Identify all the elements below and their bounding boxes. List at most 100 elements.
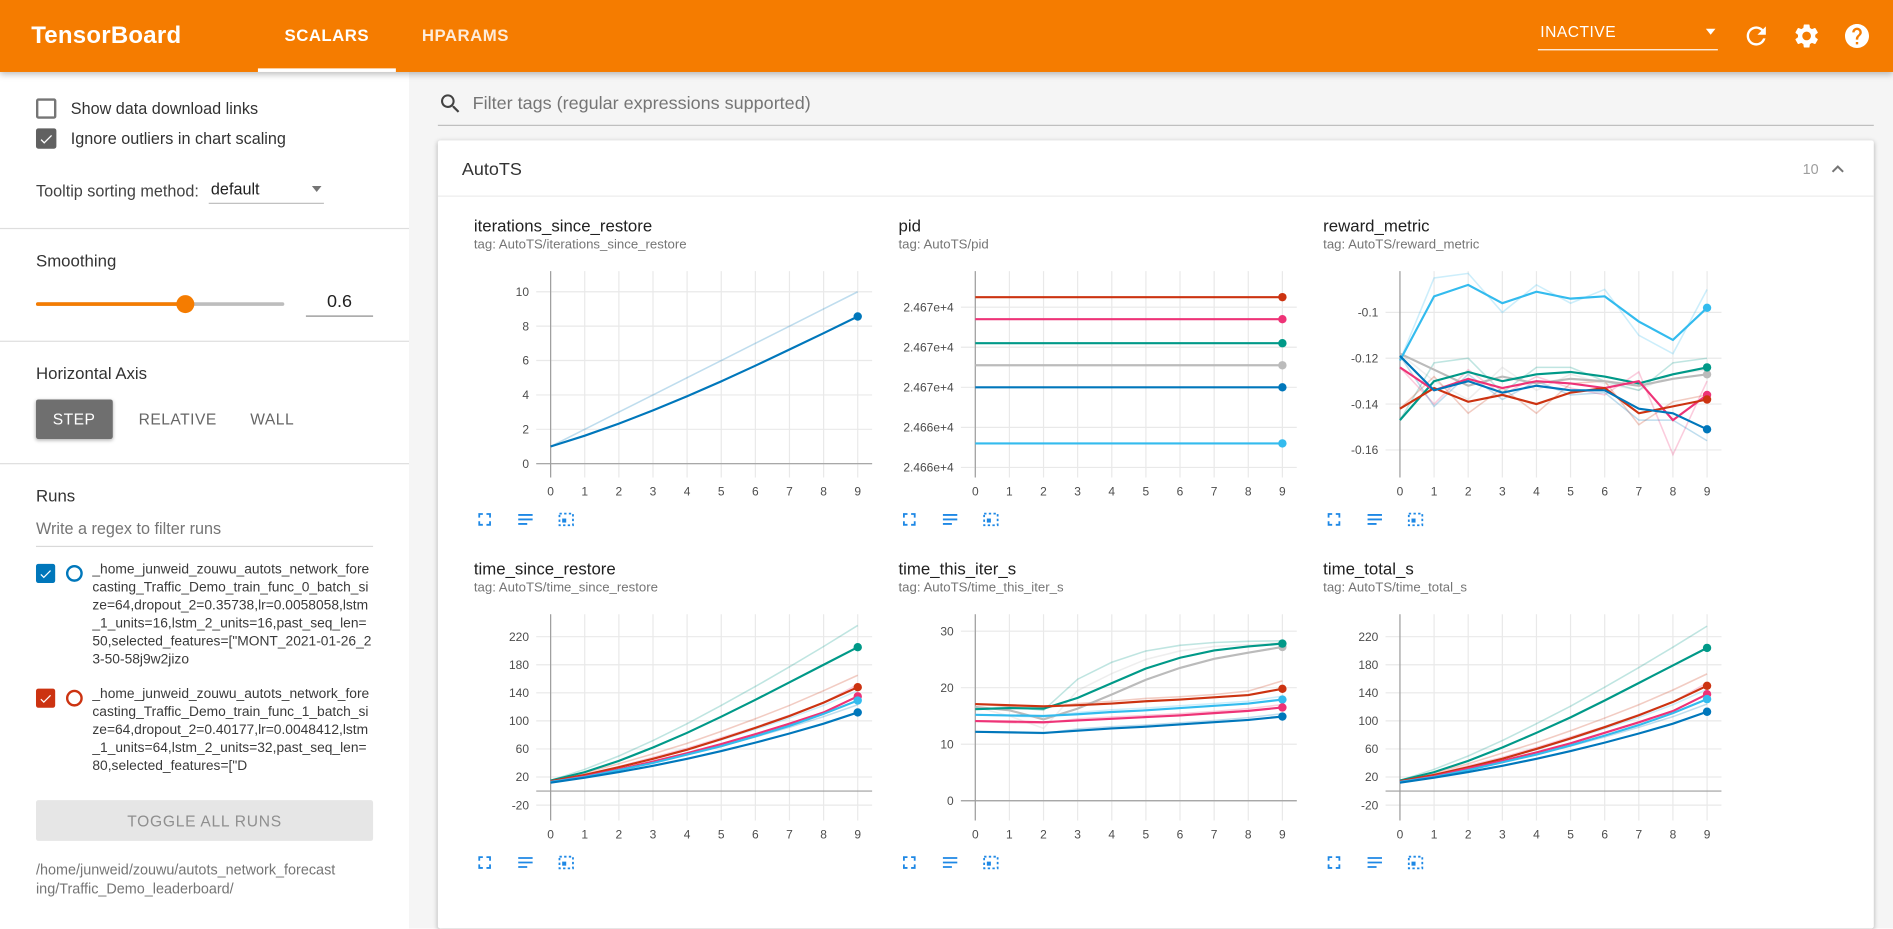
fullscreen-icon[interactable]	[474, 509, 496, 531]
runs-regex-input[interactable]	[35, 509, 374, 548]
chevron-up-icon[interactable]	[1826, 157, 1850, 181]
svg-text:0: 0	[947, 794, 954, 808]
data-table-icon[interactable]	[1364, 509, 1386, 531]
data-table-icon[interactable]	[515, 509, 537, 531]
svg-text:7: 7	[1635, 828, 1642, 842]
svg-text:0: 0	[972, 484, 979, 498]
tooltip-sort-dropdown[interactable]: default	[208, 178, 324, 204]
svg-text:7: 7	[786, 828, 793, 842]
toggle-all-runs-button[interactable]: TOGGLE ALL RUNS	[35, 800, 374, 841]
chart-plot[interactable]: 220 180 140 100 60 20 -20 0 1 2 3 4 5 6 7 8 9	[1323, 602, 1731, 849]
tab-bar: SCALARS HPARAMS	[258, 0, 535, 72]
help-icon[interactable]	[1843, 22, 1872, 51]
fit-domain-icon[interactable]	[555, 852, 577, 874]
fit-domain-icon[interactable]	[980, 852, 1002, 874]
svg-text:4: 4	[1108, 484, 1115, 498]
tag-filter-input[interactable]	[472, 93, 1874, 114]
data-table-icon[interactable]	[939, 509, 961, 531]
svg-text:-20: -20	[1361, 798, 1379, 812]
fullscreen-icon[interactable]	[1323, 852, 1345, 874]
run-isolate-radio[interactable]	[65, 565, 83, 582]
divider	[0, 227, 410, 230]
runs-logdir-path: /home/junweid/zouwu/autots_network_forec…	[35, 861, 336, 898]
axis-relative-button[interactable]: RELATIVE	[138, 410, 217, 429]
run-isolate-radio[interactable]	[65, 689, 83, 707]
svg-text:-20: -20	[512, 798, 530, 812]
fullscreen-icon[interactable]	[899, 509, 921, 531]
svg-text:0: 0	[972, 828, 979, 842]
ignore-outliers-row[interactable]: Ignore outliers in chart scaling	[35, 128, 373, 149]
run-item: _home_junweid_zouwu_autots_network_forec…	[35, 686, 373, 776]
chart-card: pid tag: AutoTS/pid 2.467e+4 2.467e+4 2.467e…	[899, 216, 1307, 530]
smoothing-label: Smoothing	[35, 250, 117, 270]
data-table-icon[interactable]	[939, 852, 961, 874]
chart-plot[interactable]: 2.467e+4 2.467e+4 2.467e+4 2.466e+4 2.466e+4…	[899, 259, 1307, 506]
svg-text:30: 30	[940, 624, 954, 638]
svg-text:8: 8	[1670, 828, 1677, 842]
fullscreen-icon[interactable]	[474, 852, 496, 874]
smoothing-slider-row: 0.6	[35, 292, 374, 317]
svg-text:8: 8	[1670, 484, 1677, 498]
svg-text:7: 7	[1211, 484, 1218, 498]
chart-plot[interactable]: 220 180 140 100 60 20 -20 0 1 2 3 4 5 6 7 8 9	[474, 602, 882, 849]
fit-domain-icon[interactable]	[1405, 852, 1427, 874]
svg-text:2.466e+4: 2.466e+4	[903, 461, 954, 475]
data-table-icon[interactable]	[515, 852, 537, 874]
smoothing-slider-thumb[interactable]	[176, 295, 195, 314]
fit-domain-icon[interactable]	[980, 509, 1002, 531]
svg-text:60: 60	[1365, 742, 1379, 756]
chart-card: time_this_iter_s tag: AutoTS/time_this_it…	[899, 559, 1307, 873]
chart-plot[interactable]: -0.1 -0.12 -0.14 -0.16 0 1 2 3 4 5 6 7 8 9	[1323, 259, 1731, 506]
svg-text:0: 0	[547, 828, 554, 842]
svg-text:6: 6	[1177, 828, 1184, 842]
fullscreen-icon[interactable]	[899, 852, 921, 874]
tooltip-sort-value: default	[210, 179, 260, 198]
chart-tag: tag: AutoTS/reward_metric	[1323, 237, 1480, 252]
svg-text:6: 6	[1601, 828, 1608, 842]
show-download-links-checkbox[interactable]	[35, 98, 57, 119]
smoothing-slider-fill	[35, 302, 185, 306]
reload-status-dropdown[interactable]: INACTIVE	[1537, 22, 1718, 50]
checkbox-label: Show data download links	[70, 99, 259, 118]
run-checkbox[interactable]	[35, 688, 56, 708]
svg-text:220: 220	[509, 630, 529, 644]
svg-text:9: 9	[1279, 828, 1286, 842]
settings-icon[interactable]	[1792, 22, 1821, 51]
tab-hparams[interactable]: HPARAMS	[421, 24, 509, 44]
refresh-icon[interactable]	[1742, 22, 1771, 51]
ignore-outliers-checkbox[interactable]	[35, 128, 57, 149]
axis-wall-button[interactable]: WALL	[250, 410, 295, 429]
svg-text:5: 5	[718, 484, 725, 498]
chart-title: time_since_restore	[473, 559, 616, 579]
fit-domain-icon[interactable]	[555, 509, 577, 531]
chevron-down-icon	[1705, 28, 1716, 35]
chart-toolbar	[474, 509, 882, 531]
reload-status-value: INACTIVE	[1540, 22, 1617, 41]
svg-text:10: 10	[940, 737, 954, 751]
fit-domain-icon[interactable]	[1405, 509, 1427, 531]
fullscreen-icon[interactable]	[1323, 509, 1345, 531]
settings-sidebar: Show data download links Ignore outliers…	[0, 71, 410, 929]
chart-plot[interactable]: 30 20 10 0 0 1 2 3 4 5 6 7 8 9	[899, 602, 1307, 849]
tag-group-header[interactable]: AutoTS 10	[437, 140, 1874, 197]
chart-toolbar	[899, 852, 1307, 874]
svg-text:2: 2	[616, 828, 623, 842]
run-checkbox[interactable]	[35, 563, 56, 584]
smoothing-slider[interactable]	[35, 295, 285, 314]
smoothing-value[interactable]: 0.6	[305, 292, 374, 317]
runs-list: _home_junweid_zouwu_autots_network_forec…	[35, 561, 373, 776]
chart-tag: tag: AutoTS/time_this_iter_s	[898, 580, 1064, 596]
tag-group-title: AutoTS	[461, 158, 522, 180]
show-download-links-row[interactable]: Show data download links	[35, 98, 373, 119]
svg-text:-0.16: -0.16	[1351, 443, 1379, 457]
tab-scalars[interactable]: SCALARS	[258, 0, 396, 72]
svg-text:1: 1	[581, 828, 588, 842]
tooltip-sort-label: Tooltip sorting method:	[35, 181, 199, 200]
svg-text:1: 1	[581, 484, 588, 498]
svg-text:-0.1: -0.1	[1358, 306, 1379, 320]
svg-text:6: 6	[1601, 484, 1608, 498]
axis-step-button[interactable]: STEP	[35, 399, 113, 440]
svg-text:4: 4	[684, 828, 691, 842]
data-table-icon[interactable]	[1364, 852, 1386, 874]
chart-plot[interactable]: 0 2 4 6 8 10 0 1 2 3 4 5 6 7 8 9	[474, 259, 882, 506]
